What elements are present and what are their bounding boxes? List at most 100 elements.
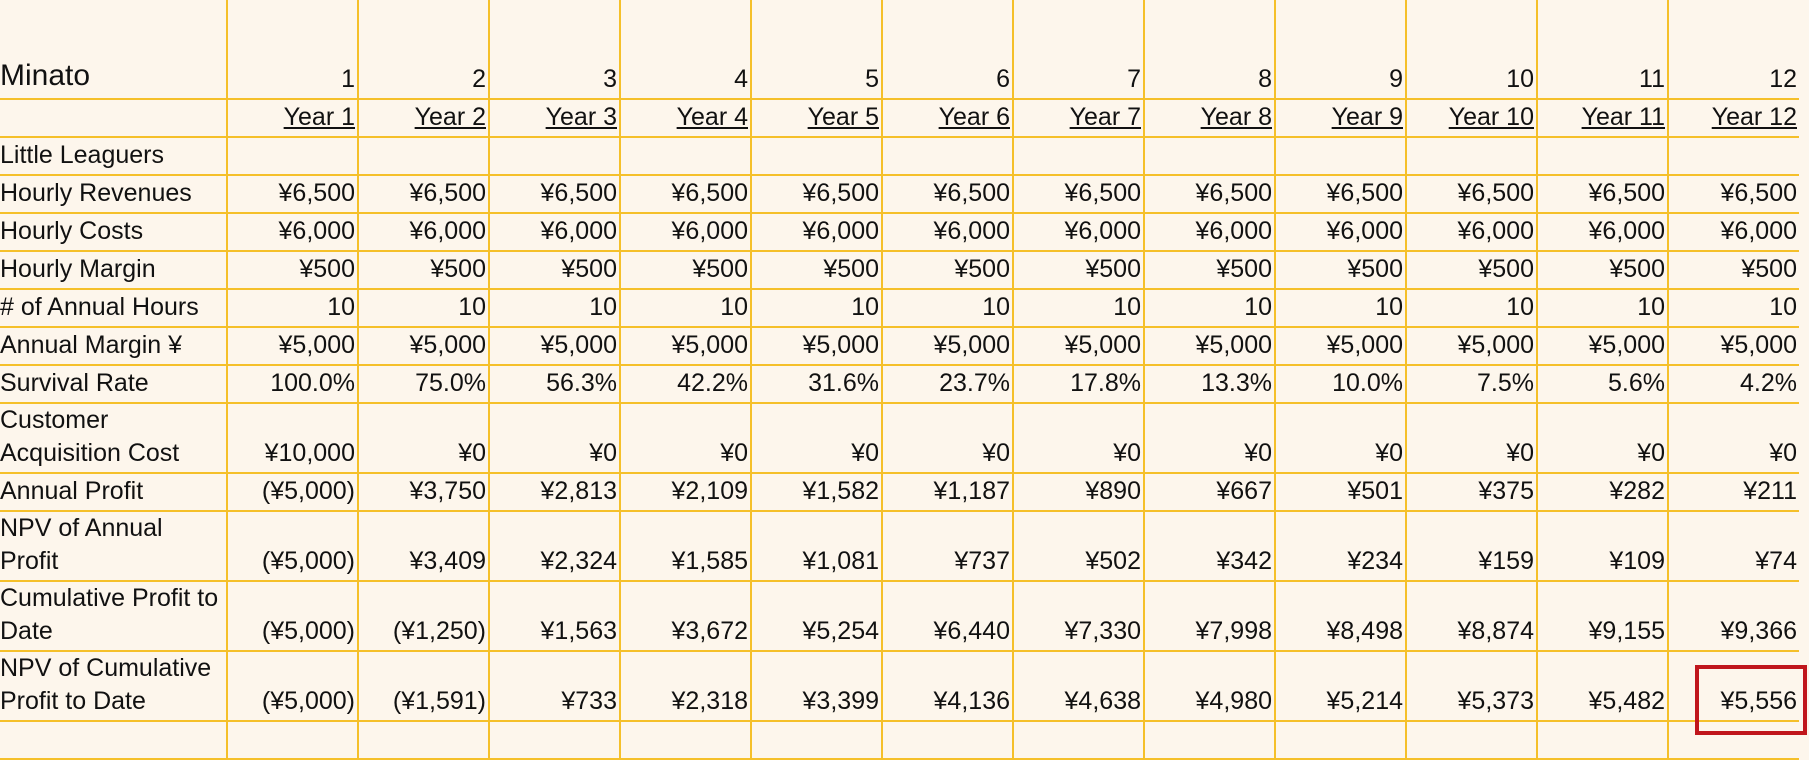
empty-cell[interactable] <box>1012 720 1145 760</box>
value-cell[interactable]: ¥6,500 <box>226 174 359 214</box>
value-cell[interactable]: ¥6,000 <box>1143 212 1276 252</box>
year-cell[interactable]: Year 2 <box>357 98 490 138</box>
value-cell[interactable]: ¥6,500 <box>619 174 752 214</box>
year-cell[interactable]: Year 8 <box>1143 98 1276 138</box>
value-cell[interactable]: ¥500 <box>619 250 752 290</box>
value-cell[interactable]: ¥6,500 <box>488 174 621 214</box>
value-cell[interactable]: 56.3% <box>488 364 621 404</box>
value-cell[interactable]: 7.5% <box>1405 364 1538 404</box>
period-cell[interactable]: 6 <box>881 0 1014 100</box>
value-cell[interactable]: ¥500 <box>357 250 490 290</box>
value-cell[interactable]: ¥890 <box>1012 472 1145 512</box>
value-cell[interactable]: ¥211 <box>1667 472 1799 512</box>
period-cell[interactable]: 11 <box>1536 0 1669 100</box>
value-cell[interactable]: 10 <box>619 288 752 328</box>
value-cell[interactable]: 42.2% <box>619 364 752 404</box>
period-cell[interactable]: 12 <box>1667 0 1799 100</box>
value-cell[interactable]: (¥1,250) <box>357 580 490 652</box>
empty-cell[interactable] <box>226 720 359 760</box>
value-cell[interactable]: ¥6,000 <box>619 212 752 252</box>
value-cell[interactable]: ¥0 <box>619 402 752 474</box>
value-cell[interactable]: 10 <box>1405 288 1538 328</box>
value-cell[interactable]: ¥342 <box>1143 510 1276 582</box>
year-cell[interactable]: Year 3 <box>488 98 621 138</box>
value-cell[interactable]: ¥733 <box>488 650 621 722</box>
value-cell[interactable]: (¥1,591) <box>357 650 490 722</box>
value-cell[interactable]: ¥9,155 <box>1536 580 1669 652</box>
empty-cell[interactable] <box>750 720 883 760</box>
value-cell[interactable]: ¥5,000 <box>1274 326 1407 366</box>
year-cell[interactable]: Year 10 <box>1405 98 1538 138</box>
value-cell[interactable] <box>1405 136 1538 176</box>
value-cell[interactable]: 17.8% <box>1012 364 1145 404</box>
value-cell[interactable]: ¥6,500 <box>1405 174 1538 214</box>
value-cell[interactable]: ¥501 <box>1274 472 1407 512</box>
value-cell[interactable]: ¥2,318 <box>619 650 752 722</box>
value-cell[interactable]: ¥0 <box>1012 402 1145 474</box>
value-cell[interactable]: ¥6,500 <box>750 174 883 214</box>
value-cell[interactable]: ¥500 <box>1012 250 1145 290</box>
value-cell[interactable]: 100.0% <box>226 364 359 404</box>
sheet-title[interactable]: Minato <box>0 0 228 100</box>
year-cell[interactable]: Year 6 <box>881 98 1014 138</box>
value-cell[interactable]: ¥500 <box>1405 250 1538 290</box>
value-cell[interactable]: ¥6,500 <box>357 174 490 214</box>
value-cell[interactable]: ¥500 <box>488 250 621 290</box>
value-cell[interactable]: ¥4,638 <box>1012 650 1145 722</box>
value-cell[interactable] <box>226 136 359 176</box>
empty-cell[interactable] <box>488 720 621 760</box>
value-cell[interactable] <box>1667 136 1799 176</box>
year-cell[interactable]: Year 4 <box>619 98 752 138</box>
value-cell[interactable]: 10 <box>1536 288 1669 328</box>
row-label[interactable] <box>0 98 228 138</box>
row-label[interactable]: NPV of Annual Profit <box>0 510 228 582</box>
value-cell[interactable]: ¥2,324 <box>488 510 621 582</box>
year-cell[interactable]: Year 9 <box>1274 98 1407 138</box>
value-cell[interactable]: ¥10,000 <box>226 402 359 474</box>
value-cell[interactable] <box>750 136 883 176</box>
empty-cell[interactable] <box>357 720 490 760</box>
value-cell[interactable]: ¥6,000 <box>881 212 1014 252</box>
value-cell[interactable]: ¥5,254 <box>750 580 883 652</box>
value-cell[interactable]: ¥282 <box>1536 472 1669 512</box>
value-cell[interactable]: ¥74 <box>1667 510 1799 582</box>
period-cell[interactable]: 1 <box>226 0 359 100</box>
value-cell[interactable]: ¥6,000 <box>226 212 359 252</box>
period-cell[interactable]: 10 <box>1405 0 1538 100</box>
value-cell[interactable]: ¥6,500 <box>1143 174 1276 214</box>
value-cell[interactable]: ¥0 <box>881 402 1014 474</box>
year-cell[interactable]: Year 11 <box>1536 98 1669 138</box>
value-cell[interactable]: ¥5,000 <box>881 326 1014 366</box>
value-cell[interactable]: 10 <box>488 288 621 328</box>
period-cell[interactable]: 9 <box>1274 0 1407 100</box>
value-cell[interactable]: ¥0 <box>1536 402 1669 474</box>
period-cell[interactable]: 3 <box>488 0 621 100</box>
value-cell[interactable]: ¥5,556 <box>1667 650 1799 722</box>
value-cell[interactable]: ¥3,750 <box>357 472 490 512</box>
value-cell[interactable] <box>881 136 1014 176</box>
row-label[interactable]: Customer Acquisition Cost <box>0 402 228 474</box>
value-cell[interactable]: 10 <box>881 288 1014 328</box>
year-cell[interactable]: Year 5 <box>750 98 883 138</box>
value-cell[interactable]: 4.2% <box>1667 364 1799 404</box>
value-cell[interactable]: ¥0 <box>488 402 621 474</box>
value-cell[interactable]: ¥500 <box>226 250 359 290</box>
value-cell[interactable] <box>1274 136 1407 176</box>
value-cell[interactable]: ¥5,000 <box>1405 326 1538 366</box>
empty-cell[interactable] <box>1274 720 1407 760</box>
value-cell[interactable]: ¥5,000 <box>226 326 359 366</box>
value-cell[interactable]: ¥5,000 <box>619 326 752 366</box>
value-cell[interactable]: ¥109 <box>1536 510 1669 582</box>
value-cell[interactable]: 10 <box>1667 288 1799 328</box>
row-label[interactable]: Hourly Costs <box>0 212 228 252</box>
value-cell[interactable]: 75.0% <box>357 364 490 404</box>
value-cell[interactable]: ¥5,000 <box>357 326 490 366</box>
value-cell[interactable]: ¥4,136 <box>881 650 1014 722</box>
row-label[interactable]: # of Annual Hours <box>0 288 228 328</box>
empty-cell[interactable] <box>881 720 1014 760</box>
value-cell[interactable]: ¥3,672 <box>619 580 752 652</box>
row-label[interactable]: Cumulative Profit to Date <box>0 580 228 652</box>
value-cell[interactable] <box>488 136 621 176</box>
value-cell[interactable]: ¥6,000 <box>488 212 621 252</box>
value-cell[interactable]: ¥5,000 <box>750 326 883 366</box>
